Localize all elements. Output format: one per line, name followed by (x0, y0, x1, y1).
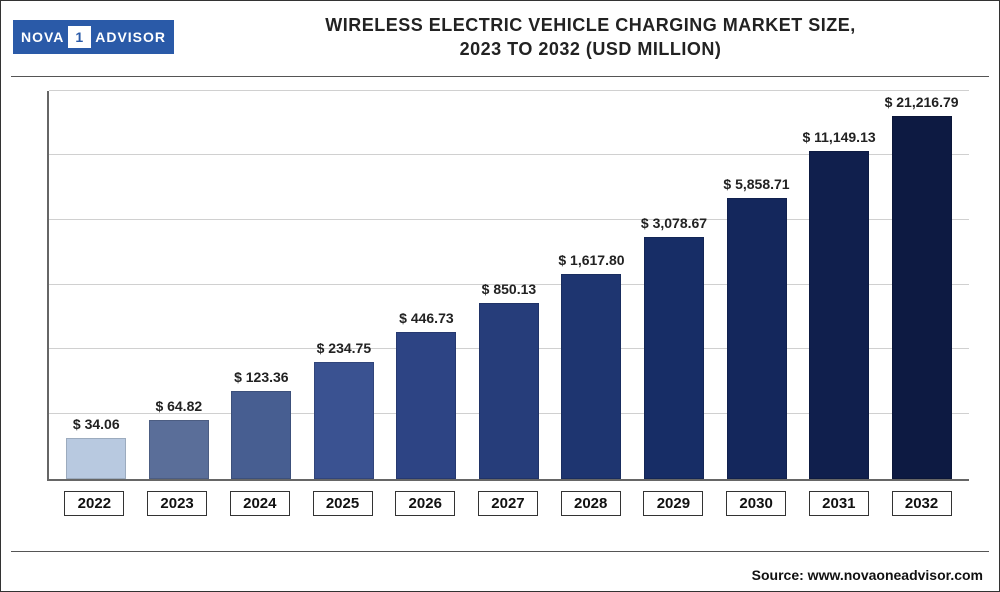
bar-column: $ 123.36 (224, 369, 298, 479)
bar (809, 151, 869, 479)
plot-area: $ 34.06 $ 64.82 $ 123.36 $ 234.75 $ 446.73 $ … (47, 91, 969, 481)
bar-value-label: $ 21,216.79 (885, 94, 959, 110)
title-line-2: 2023 TO 2032 (USD MILLION) (194, 37, 987, 61)
bar-value-label: $ 1,617.80 (558, 252, 624, 268)
brand-logo: NOVA 1 ADVISOR (13, 20, 174, 54)
bar (314, 362, 374, 479)
xaxis-cell: 2030 (719, 491, 793, 516)
xaxis-cell: 2026 (388, 491, 462, 516)
xaxis-label: 2026 (395, 491, 455, 516)
bar-column: $ 850.13 (472, 281, 546, 479)
chart-container: $ 34.06 $ 64.82 $ 123.36 $ 234.75 $ 446.73 $ … (11, 76, 989, 552)
bar-column: $ 3,078.67 (637, 215, 711, 479)
xaxis-label: 2032 (892, 491, 952, 516)
source-attribution: Source: www.novaoneadvisor.com (752, 567, 983, 583)
xaxis-cell: 2023 (140, 491, 214, 516)
xaxis-cell: 2025 (306, 491, 380, 516)
logo-badge: 1 (68, 26, 91, 48)
bar-value-label: $ 446.73 (399, 310, 454, 326)
bar-column: $ 11,149.13 (802, 129, 876, 479)
header-row: NOVA 1 ADVISOR WIRELESS ELECTRIC VEHICLE… (1, 1, 999, 70)
bar (149, 420, 209, 479)
xaxis-label: 2031 (809, 491, 869, 516)
bar (892, 116, 952, 479)
xaxis-label: 2023 (147, 491, 207, 516)
xaxis-cell: 2031 (802, 491, 876, 516)
bar-value-label: $ 34.06 (73, 416, 120, 432)
bar-value-label: $ 5,858.71 (723, 176, 789, 192)
bar-value-label: $ 11,149.13 (802, 129, 875, 145)
xaxis-label: 2027 (478, 491, 538, 516)
xaxis-label: 2025 (313, 491, 373, 516)
xaxis-cell: 2024 (223, 491, 297, 516)
xaxis-label: 2030 (726, 491, 786, 516)
chart-title: WIRELESS ELECTRIC VEHICLE CHARGING MARKE… (194, 13, 987, 62)
xaxis-label: 2024 (230, 491, 290, 516)
bar (561, 274, 621, 479)
xaxis-cell: 2022 (57, 491, 131, 516)
bar-value-label: $ 234.75 (317, 340, 372, 356)
xaxis-label: 2022 (64, 491, 124, 516)
logo-left: NOVA (21, 29, 64, 45)
bar (727, 198, 787, 479)
bar-column: $ 34.06 (59, 416, 133, 479)
xaxis-cell: 2027 (471, 491, 545, 516)
bar-value-label: $ 64.82 (155, 398, 202, 414)
xaxis-cell: 2029 (636, 491, 710, 516)
xaxis-cell: 2032 (885, 491, 959, 516)
xaxis-cell: 2028 (554, 491, 628, 516)
bar-column: $ 446.73 (389, 310, 463, 478)
bar (66, 438, 126, 479)
logo-text: NOVA 1 ADVISOR (13, 20, 174, 54)
bar-column: $ 5,858.71 (720, 176, 794, 479)
bar-column: $ 234.75 (307, 340, 381, 479)
bar (644, 237, 704, 479)
xaxis-label: 2029 (643, 491, 703, 516)
logo-right: ADVISOR (95, 29, 166, 45)
bar (479, 303, 539, 479)
bar-value-label: $ 123.36 (234, 369, 289, 385)
bar-column: $ 1,617.80 (554, 252, 628, 479)
title-line-1: WIRELESS ELECTRIC VEHICLE CHARGING MARKE… (194, 13, 987, 37)
bar (396, 332, 456, 478)
bar-value-label: $ 850.13 (482, 281, 537, 297)
bars-row: $ 34.06 $ 64.82 $ 123.36 $ 234.75 $ 446.73 $ … (49, 91, 969, 479)
bar (231, 391, 291, 479)
bar-column: $ 21,216.79 (885, 94, 959, 479)
xaxis-label: 2028 (561, 491, 621, 516)
bar-value-label: $ 3,078.67 (641, 215, 707, 231)
xaxis-row: 2022 2023 2024 2025 2026 2027 2028 2029 2030 2031… (47, 491, 969, 516)
bar-column: $ 64.82 (142, 398, 216, 479)
